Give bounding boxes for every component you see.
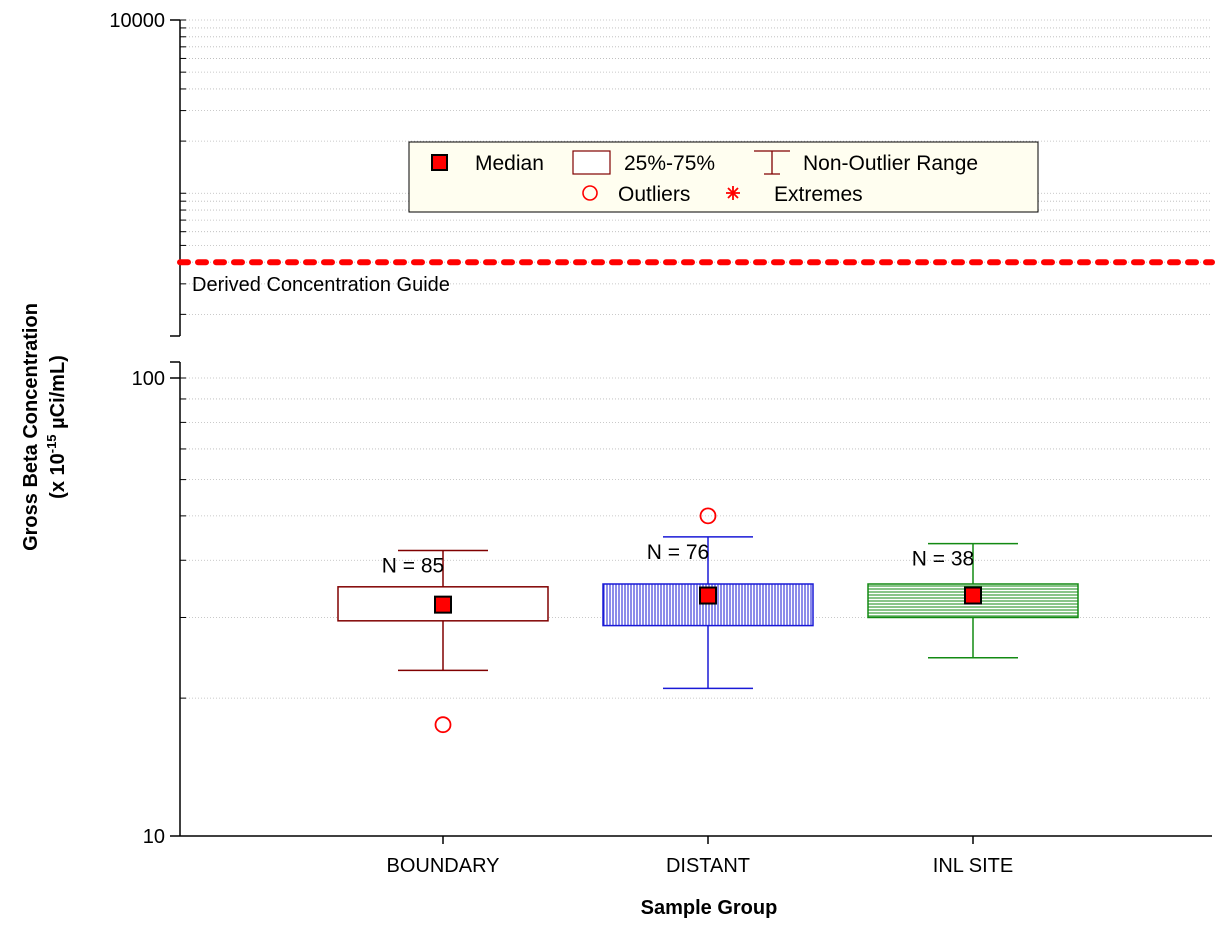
y-axis-units-exponent: -15 (44, 434, 59, 453)
median-marker (964, 586, 982, 605)
outlier-marker (434, 716, 452, 734)
legend: Median 25%-75% Non-Outlier Range Outlier… (408, 141, 1039, 213)
n-label: N = 38 (912, 548, 974, 571)
legend-outliers-label: Outliers (618, 183, 690, 206)
legend-box-symbol (572, 150, 611, 175)
legend-median-label: Median (475, 152, 544, 175)
y-tick-label: 100 (132, 368, 165, 390)
x-category-label: INL SITE (933, 855, 1013, 877)
x-category-label: BOUNDARY (387, 855, 500, 877)
box-group-inl-site: N = 38 (867, 542, 1079, 659)
n-label: N = 76 (647, 541, 709, 564)
legend-median-marker (431, 154, 448, 171)
y-tick-label: 10 (143, 826, 165, 848)
legend-iqr-label: 25%-75% (624, 152, 715, 175)
axes: 10 100 10000 BOUNDARY DISTANT INL SITE (109, 10, 1212, 877)
box-group-distant: N = 76 (602, 507, 814, 690)
legend-box (408, 141, 1039, 213)
derived-concentration-guide-label: Derived Concentration Guide (192, 274, 450, 296)
boxes: N = 85 N = 76 N = 38 (337, 507, 1079, 734)
legend-extreme-marker (726, 186, 740, 200)
y-axis-title-line1: Gross Beta Concentration (20, 303, 42, 551)
legend-outlier-marker (582, 185, 598, 201)
legend-whisker-symbol (754, 150, 790, 175)
y-tick-label: 10000 (109, 10, 165, 32)
y-axis-units-prefix: (x 10 (47, 453, 69, 499)
box-group-boundary: N = 85 (337, 549, 549, 734)
y-axis-units-suffix: µCi/mL) (47, 355, 69, 434)
median-marker (699, 586, 717, 605)
reference-line-group: Derived Concentration Guide (177, 259, 1215, 296)
x-axis-title: Sample Group (641, 897, 778, 919)
y-axis-title: Gross Beta Concentration (20, 303, 42, 551)
y-axis-units: (x 10-15 µCi/mL) (44, 355, 69, 499)
legend-extremes-label: Extremes (774, 183, 863, 206)
n-label: N = 85 (382, 555, 444, 578)
x-category-label: DISTANT (666, 855, 750, 877)
median-marker (434, 595, 452, 614)
outlier-marker (699, 507, 717, 525)
legend-range-label: Non-Outlier Range (803, 152, 978, 175)
